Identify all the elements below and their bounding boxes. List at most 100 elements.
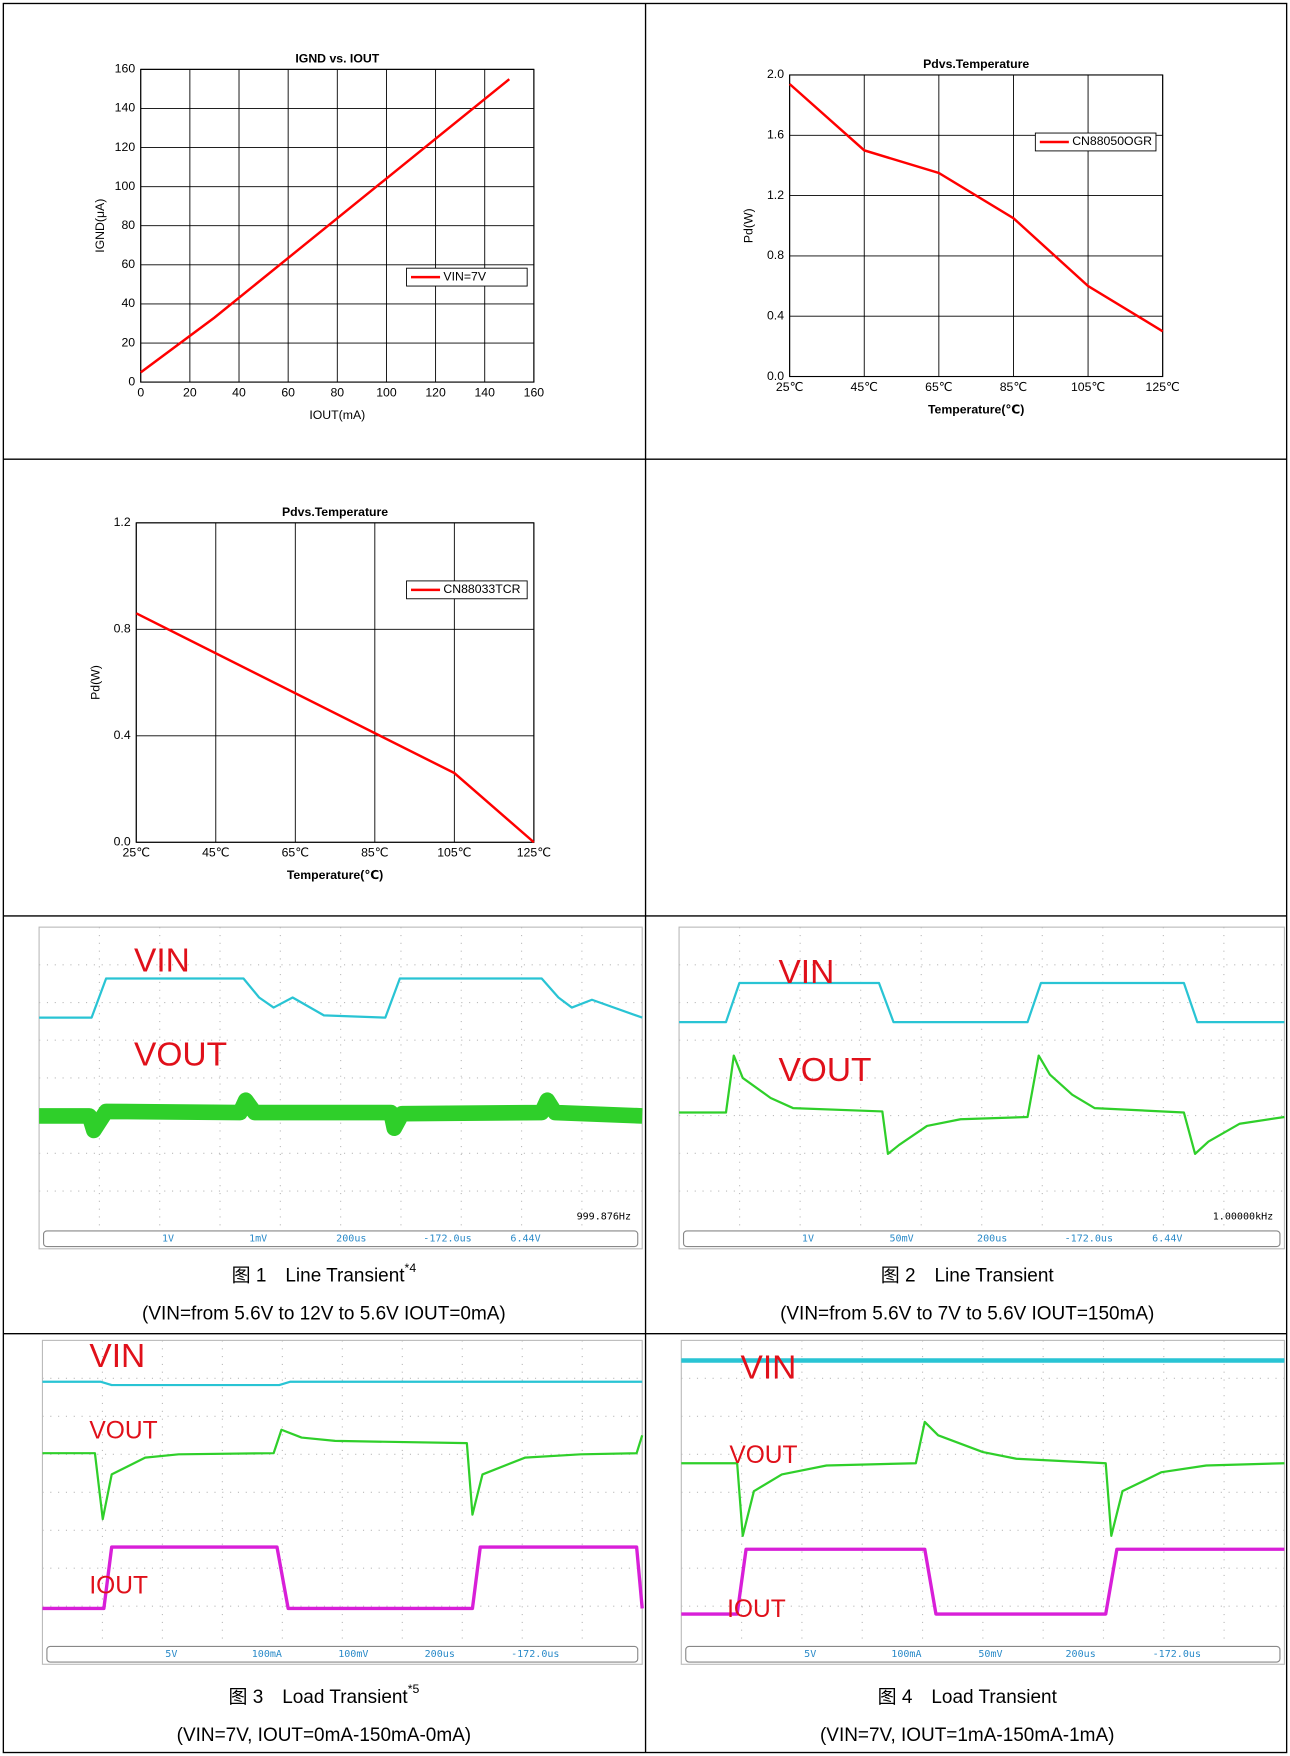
x-tick-label: 105℃ bbox=[437, 846, 471, 860]
y-axis-label: Pd(W) bbox=[88, 665, 102, 700]
trace-label: VOUT bbox=[729, 1442, 797, 1469]
y-tick-label: 100 bbox=[115, 179, 136, 193]
chart-title: Pdvs.Temperature bbox=[282, 505, 388, 519]
scope-readout: 200us bbox=[977, 1234, 1007, 1245]
scope-screen bbox=[39, 927, 642, 1249]
trace-label: VOUT bbox=[134, 1037, 227, 1074]
y-tick-label: 1.2 bbox=[114, 515, 131, 529]
caption-text: 图 2 Line Transient bbox=[881, 1266, 1055, 1287]
x-tick-label: 40 bbox=[232, 386, 246, 400]
scope-readout: 6.44V bbox=[510, 1234, 540, 1245]
plot-area bbox=[790, 75, 1163, 377]
page: {"chart_data": [ {"type": "line", "title… bbox=[0, 0, 1290, 1756]
scope-readout: -172.0us bbox=[423, 1234, 471, 1245]
caption-text: 图 1 Line Transient bbox=[232, 1266, 406, 1287]
caption-note: *5 bbox=[408, 1682, 420, 1696]
y-axis-label: IGND(μA) bbox=[93, 199, 107, 253]
x-tick-label: 45℃ bbox=[202, 846, 229, 860]
scope-readout: 100mA bbox=[252, 1649, 282, 1660]
y-tick-label: 120 bbox=[115, 140, 136, 154]
chart-title: Pdvs.Temperature bbox=[923, 57, 1029, 71]
trace-label: IOUT bbox=[727, 1596, 786, 1623]
scope-readout: 50mV bbox=[889, 1234, 913, 1245]
scope-readout: -172.0us bbox=[1065, 1234, 1113, 1245]
scope-readout: 200us bbox=[336, 1234, 366, 1245]
scope-capture: VINVOUTIOUT5V100mA50mV200us-172.0us bbox=[681, 1340, 1284, 1664]
y-tick-label: 140 bbox=[115, 101, 136, 115]
y-tick-label: 80 bbox=[121, 218, 135, 232]
x-tick-label: 125℃ bbox=[517, 846, 551, 860]
y-tick-label: 40 bbox=[121, 296, 135, 310]
scope-readout: -172.0us bbox=[1153, 1649, 1201, 1660]
legend-label: CN88033TCR bbox=[443, 582, 520, 596]
y-tick-label: 1.6 bbox=[767, 128, 784, 142]
scope-readout: 1.00000kHz bbox=[1213, 1211, 1273, 1222]
scope-readout: 100mV bbox=[338, 1649, 368, 1660]
x-tick-label: 20 bbox=[183, 386, 197, 400]
x-tick-label: 80 bbox=[330, 386, 344, 400]
y-tick-label: 0.8 bbox=[767, 248, 784, 262]
y-tick-label: 0.4 bbox=[114, 728, 131, 742]
scope-readout: 200us bbox=[425, 1649, 455, 1660]
x-tick-label: 125℃ bbox=[1146, 380, 1180, 394]
figure-caption: 图 4 Load Transient bbox=[878, 1687, 1058, 1708]
y-tick-label: 20 bbox=[121, 335, 135, 349]
legend-label: CN88050OGR bbox=[1072, 134, 1152, 148]
y-tick-label: 0 bbox=[128, 374, 135, 388]
legend-label: VIN=7V bbox=[443, 269, 486, 283]
x-tick-label: 140 bbox=[474, 386, 495, 400]
x-tick-label: 105℃ bbox=[1071, 380, 1105, 394]
document: 0 20 40 60 80 100 120 140 160 0 20 40 60 80 100 120 140 1… bbox=[0, 0, 1290, 1756]
x-axis-label: Temperature(℃) bbox=[928, 402, 1024, 416]
y-tick-label: 1.2 bbox=[767, 188, 784, 202]
x-tick-label: 85℃ bbox=[361, 846, 388, 860]
trace-label: VIN bbox=[89, 1338, 145, 1375]
scope-readout: 6.44V bbox=[1152, 1234, 1182, 1245]
scope-readout: 50mV bbox=[978, 1649, 1002, 1660]
x-tick-label: 100 bbox=[376, 386, 397, 400]
trace-label: VIN bbox=[134, 943, 190, 980]
y-axis-label: Pd(W) bbox=[742, 208, 756, 243]
figure-caption: 图 1 Line Transient*4 bbox=[232, 1261, 417, 1287]
scope-readout: 999.876Hz bbox=[577, 1211, 631, 1222]
plot-area bbox=[136, 523, 534, 842]
scope-capture: VINVOUT999.876Hz1V1mV200us-172.0us6.44V bbox=[39, 927, 642, 1249]
x-axis-label: IOUT(mA) bbox=[309, 408, 365, 422]
figure-conditions: (VIN=7V, IOUT=0mA-150mA-0mA) bbox=[177, 1725, 471, 1746]
y-tick-label: 0.4 bbox=[767, 308, 784, 322]
scope-screen bbox=[679, 927, 1284, 1249]
figure-conditions: (VIN=from 5.6V to 12V to 5.6V IOUT=0mA) bbox=[142, 1304, 506, 1325]
caption-note: *4 bbox=[405, 1261, 417, 1275]
y-tick-label: 0.8 bbox=[114, 622, 131, 636]
y-tick-label: 2.0 bbox=[767, 67, 784, 81]
x-tick-label: 120 bbox=[425, 386, 446, 400]
y-tick-label: 60 bbox=[121, 257, 135, 271]
scope-screen bbox=[42, 1340, 642, 1664]
trace-label: IOUT bbox=[89, 1573, 148, 1600]
y-tick-label: 160 bbox=[115, 62, 136, 76]
scope-readout: 5V bbox=[165, 1649, 177, 1660]
x-tick-label: 65℃ bbox=[925, 380, 952, 394]
y-tick-label: 0.0 bbox=[114, 835, 131, 849]
scope-readout: 1V bbox=[802, 1234, 814, 1245]
caption-text: 图 4 Load Transient bbox=[878, 1687, 1058, 1708]
figure-caption: 图 3 Load Transient*5 bbox=[228, 1682, 419, 1708]
y-tick-label: 0.0 bbox=[767, 369, 784, 383]
scope-readout: -172.0us bbox=[511, 1649, 559, 1660]
x-tick-label: 160 bbox=[524, 386, 545, 400]
x-tick-label: 65℃ bbox=[282, 846, 309, 860]
figure-conditions: (VIN=7V, IOUT=1mA-150mA-1mA) bbox=[820, 1725, 1114, 1746]
figure-caption: 图 2 Line Transient bbox=[881, 1266, 1055, 1287]
scope-readout: 5V bbox=[804, 1649, 816, 1660]
trace-label: VOUT bbox=[778, 1052, 871, 1089]
scope-capture: VIN VOUT 1.00000kHz 1V 50mV 200us -172.0us 6.44… bbox=[679, 927, 1284, 1249]
trace-label: VIN bbox=[740, 1349, 796, 1386]
trace-label: VIN bbox=[778, 954, 834, 991]
caption-text: 图 3 Load Transient bbox=[228, 1687, 408, 1708]
x-axis-label: Temperature(℃) bbox=[287, 868, 383, 882]
scope-readout: 1V bbox=[162, 1234, 174, 1245]
x-tick-label: 60 bbox=[281, 386, 295, 400]
x-tick-label: 0 bbox=[137, 386, 144, 400]
scope-readout: 100mA bbox=[891, 1649, 921, 1660]
